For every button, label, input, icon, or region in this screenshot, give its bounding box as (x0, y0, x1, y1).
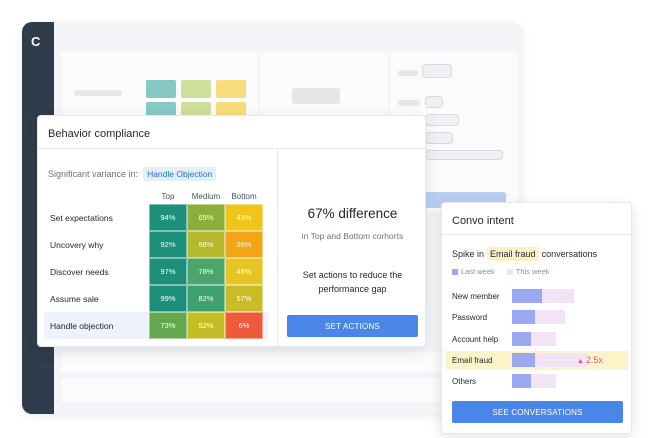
legend-this-week: This week (506, 267, 550, 276)
intent-label: Email fraud (452, 355, 493, 365)
last-week-bar (512, 331, 532, 346)
heatmap-row-label: Handle objection (50, 320, 114, 331)
convo-intent-card: Convo intent Spike in Email fraud conver… (441, 202, 632, 434)
spike-ratio-value: 2.5x (585, 354, 603, 365)
heatmap-cell: 73% (149, 312, 187, 339)
legend-swatch (452, 268, 458, 275)
last-week-bar (512, 310, 535, 325)
last-week-bar (512, 352, 535, 367)
heatmap-row[interactable]: Discover needs (44, 258, 268, 285)
spike-ratio: ▲ 2.5x (577, 355, 603, 365)
background-heat-tile (146, 80, 176, 98)
background-pill (422, 64, 452, 78)
heatmap-row[interactable]: Uncovery why (44, 231, 268, 258)
background-pill (425, 150, 503, 160)
variance-tag[interactable]: Handle Objection (143, 167, 217, 181)
intent-label: Others (452, 377, 477, 387)
heatmap-cell: 52% (187, 312, 225, 339)
background-panel-bottom (62, 352, 518, 372)
legend-last-week: Last week (452, 267, 495, 276)
heatmap-cell: 97% (149, 258, 187, 285)
heatmap-row-label: Assume sale (50, 293, 99, 304)
column-header-medium: Medium (191, 192, 221, 201)
heatmap-cell: 43% (225, 204, 263, 231)
difference-panel: 67% difference in Top and Bottom corhort… (277, 149, 426, 347)
app-logo: C (31, 34, 41, 49)
chart-legend: Last week This week (452, 267, 550, 276)
difference-subtitle: in Top and Bottom corhorts (301, 231, 404, 241)
background-placeholder-bar (398, 70, 418, 76)
background-pill (425, 96, 443, 108)
intent-row[interactable]: New member (446, 287, 628, 306)
background-placeholder-bar (398, 100, 420, 106)
column-header-bottom: Bottom (231, 192, 257, 201)
background-heat-tile (216, 80, 246, 98)
difference-value: 67% difference (307, 206, 398, 221)
last-week-bar (512, 289, 542, 303)
heatmap-cell: 94% (149, 204, 187, 231)
intent-row[interactable]: Account help (446, 330, 628, 349)
set-actions-button[interactable]: SET ACTIONS (287, 315, 418, 337)
behavior-compliance-heatmap: Significant variance in: Handle Objectio… (38, 149, 277, 347)
background-pill (425, 114, 459, 126)
convo-intent-header: Convo intent (442, 203, 631, 235)
heatmap-cell: 36% (225, 231, 263, 258)
background-pill (425, 132, 453, 144)
heatmap-row[interactable]: Set expectations (44, 204, 268, 231)
background-placeholder-bar (292, 88, 340, 104)
heatmap-row[interactable]: Assume sale (44, 285, 268, 312)
convo-intent-title: Convo intent (452, 215, 514, 227)
heatmap-cell: 65% (187, 204, 225, 231)
action-description: Set actions to reduce the performance ga… (302, 270, 403, 294)
heatmap-cell: 57% (225, 285, 263, 312)
triangle-up-icon: ▲ (577, 357, 586, 365)
intent-label: Password (452, 313, 488, 323)
variance-label: Significant variance in: (48, 169, 139, 179)
heatmap-cell: 6% (225, 312, 263, 339)
spike-tag[interactable]: Email fraud (487, 247, 539, 261)
heatmap-cell: 48% (225, 258, 263, 285)
legend-swatch (506, 268, 513, 275)
background-placeholder-bar (74, 90, 122, 96)
background-heat-tile (181, 80, 211, 98)
heatmap-cell: 78% (187, 258, 225, 285)
heatmap-cell: 82% (187, 285, 225, 312)
spike-line: Spike in Email fraud conversations (452, 247, 597, 261)
intent-label: New member (452, 292, 500, 301)
intent-row[interactable]: Email fraud ▲ 2.5x (446, 350, 628, 370)
spike-suffix: conversations (541, 249, 598, 259)
intent-label: Account help (452, 334, 499, 344)
intent-row[interactable]: Password (446, 308, 628, 327)
legend-label: This week (515, 267, 550, 276)
heatmap-row-label: Discover needs (50, 266, 109, 277)
column-header-top: Top (161, 192, 175, 201)
heatmap-row-label: Set expectations (50, 212, 113, 223)
legend-label: Last week (461, 267, 495, 276)
variance-line: Significant variance in: Handle Objectio… (48, 167, 217, 181)
see-conversations-button[interactable]: SEE CONVERSATIONS (452, 401, 623, 423)
heatmap-cell: 99% (149, 285, 187, 312)
intent-row[interactable]: Others (446, 372, 628, 391)
heatmap-cell: 56% (187, 231, 225, 258)
behavior-compliance-card: Behavior compliance Significant variance… (37, 115, 426, 347)
heatmap-row-label: Uncovery why (50, 239, 104, 250)
last-week-bar (512, 374, 532, 389)
heatmap-cell: 92% (149, 231, 187, 258)
behavior-compliance-header: Behavior compliance (38, 116, 425, 149)
spike-prefix: Spike in (452, 249, 485, 259)
behavior-compliance-title: Behavior compliance (48, 128, 151, 140)
